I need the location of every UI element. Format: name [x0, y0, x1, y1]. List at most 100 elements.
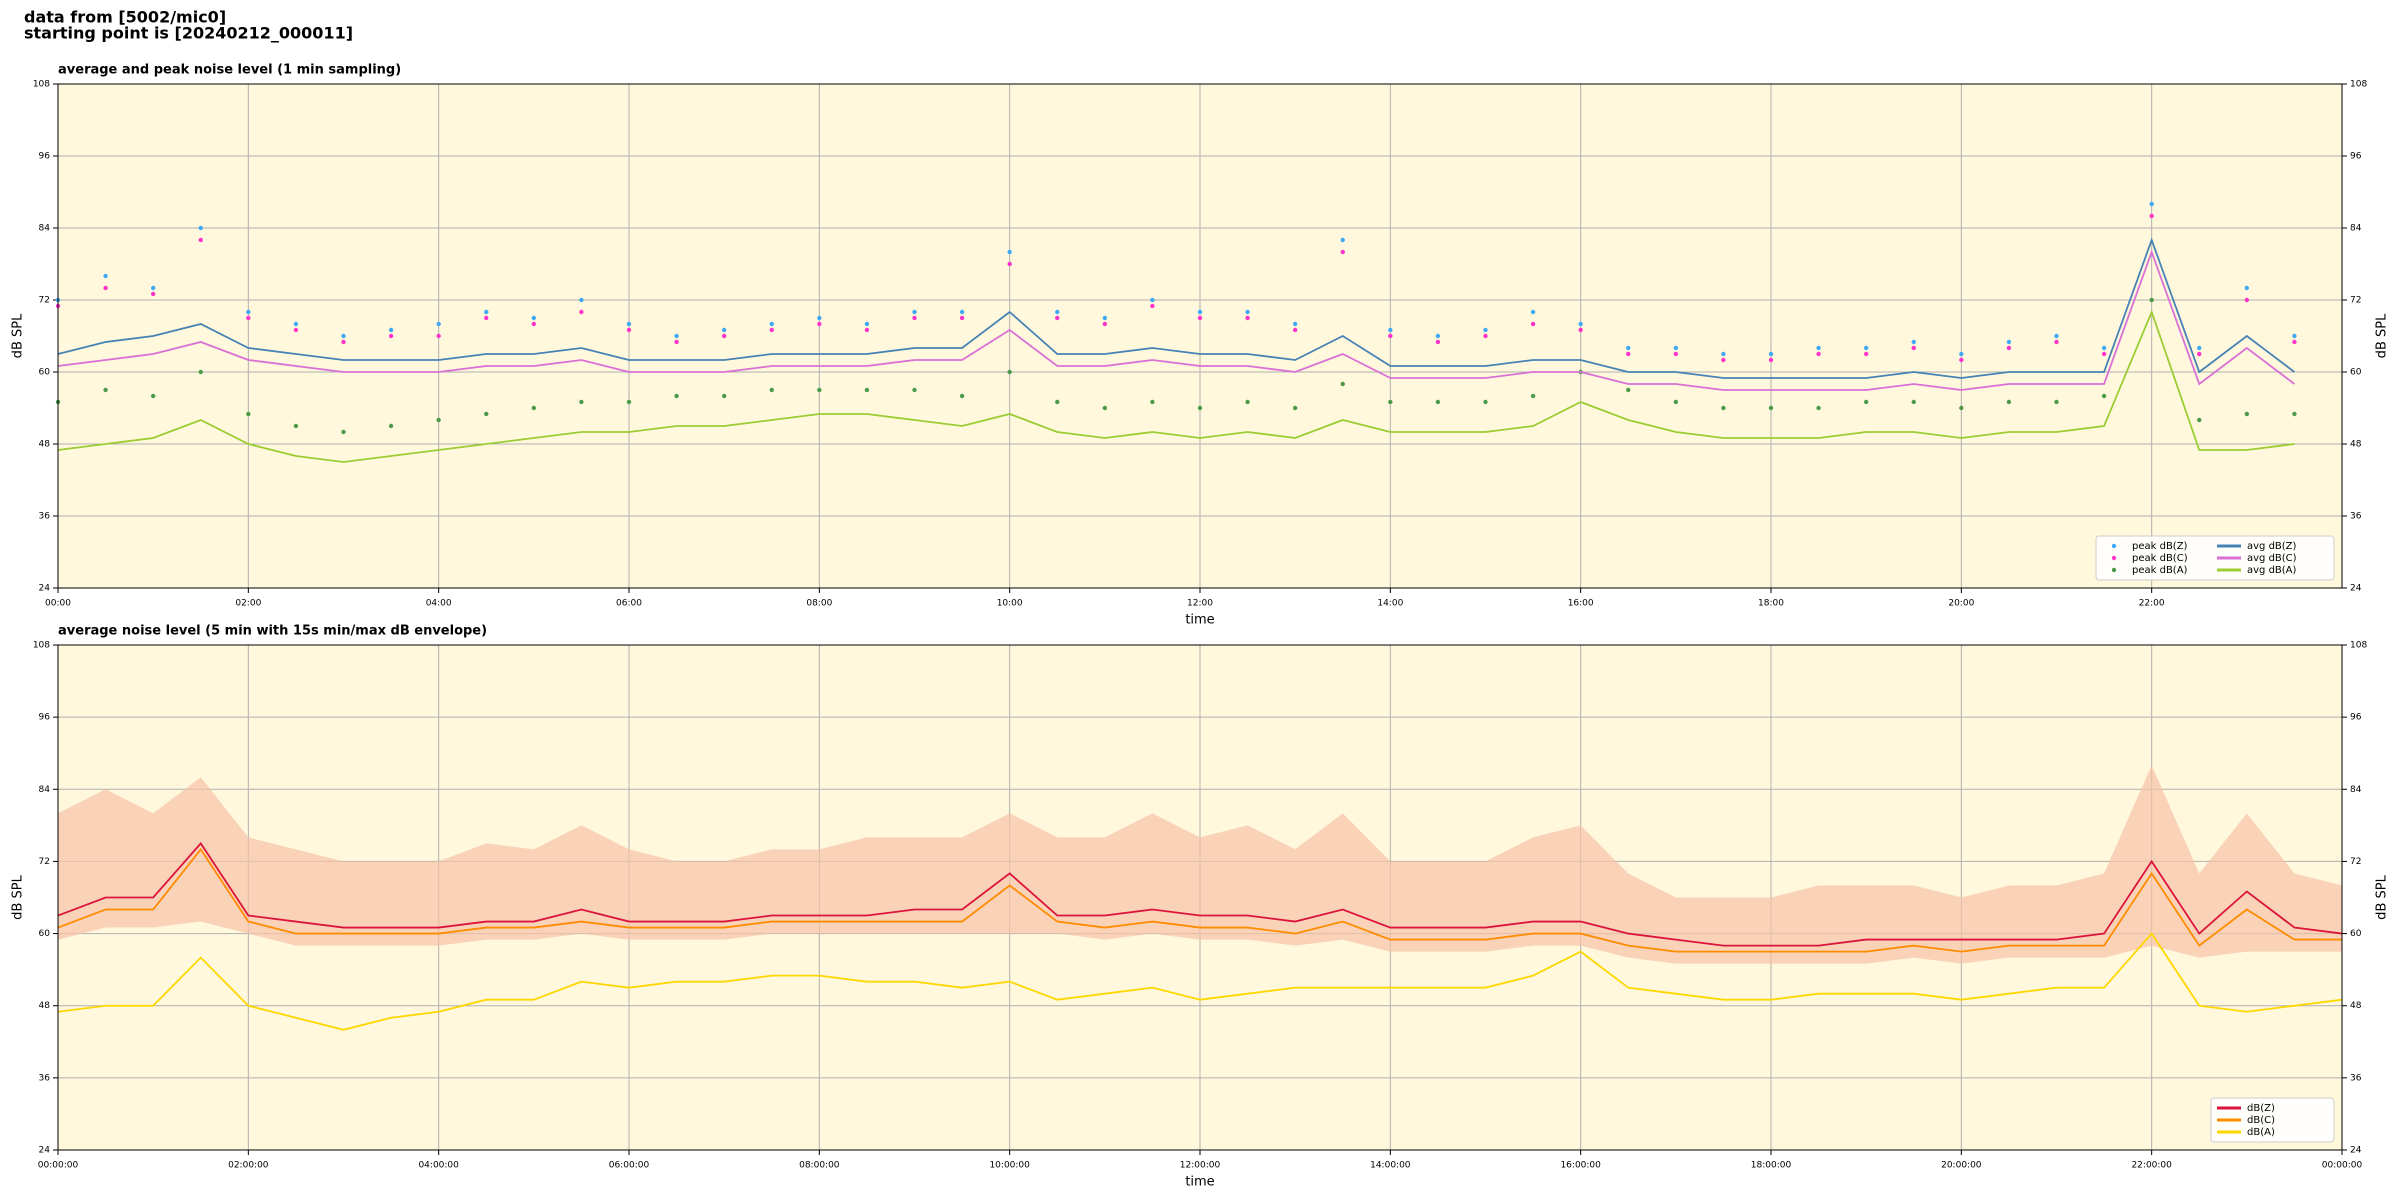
peak-point: [2197, 417, 2202, 423]
peak-point: [674, 333, 679, 339]
y-axis-label: dB SPL: [11, 313, 26, 358]
peak-point: [1959, 405, 1964, 411]
peak-point: [1863, 351, 1869, 357]
legend-label: peak dB(Z): [2132, 541, 2188, 552]
x-tick-label: 06:00:00: [609, 1161, 650, 1171]
peak-point: [1292, 327, 1298, 333]
y2-tick-label: 36: [2350, 512, 2362, 522]
plot-frame: [57, 83, 2343, 589]
peak-point: [1530, 393, 1536, 399]
peak-point: [769, 327, 774, 333]
legend-label: avg dB(A): [2247, 565, 2297, 576]
peak-point: [341, 429, 346, 435]
y-tick-label: 48: [39, 440, 51, 450]
peak-point: [912, 387, 917, 393]
peak-point: [1245, 309, 1250, 315]
peak-point: [341, 333, 346, 339]
peak-point: [1150, 399, 1155, 405]
peak-point: [1673, 345, 1679, 351]
peak-point: [1768, 405, 1774, 411]
peak-point: [2101, 351, 2107, 357]
peak-point: [103, 387, 108, 393]
y2-tick-label: 84: [2350, 785, 2362, 795]
peak-point: [579, 309, 584, 315]
legend-marker: [2111, 567, 2117, 573]
peak-point: [1959, 351, 1964, 357]
peak-point: [1673, 399, 1679, 405]
peak-point: [1102, 315, 1108, 321]
peak-point: [2054, 399, 2059, 405]
peak-point: [1673, 351, 1679, 357]
peak-point: [531, 315, 537, 321]
legend-label: avg dB(C): [2247, 553, 2297, 564]
peak-point: [2149, 297, 2154, 303]
header-line: data from [5002/mic0]: [24, 8, 226, 27]
peak-point: [531, 321, 537, 327]
peak-point: [1483, 399, 1488, 405]
peak-point: [1816, 405, 1821, 411]
peak-point: [626, 321, 632, 327]
x-axis-label: time: [1185, 613, 1214, 628]
peak-point: [388, 327, 394, 333]
peak-point: [2197, 345, 2202, 351]
peak-point: [246, 309, 251, 315]
peak-point: [1911, 339, 1916, 345]
x-tick-label: 22:00: [2139, 599, 2165, 609]
peak-point: [1055, 399, 1060, 405]
peak-point: [721, 393, 727, 399]
x-tick-label: 16:00: [1568, 599, 1594, 609]
chart-title: average and peak noise level (1 min samp…: [58, 63, 401, 78]
peak-point: [912, 315, 917, 321]
peak-point: [293, 327, 299, 333]
x-tick-label: 08:00: [806, 599, 832, 609]
y2-axis-label: dB SPL: [2375, 313, 2390, 358]
peak-point: [2006, 339, 2012, 345]
x-tick-label: 10:00:00: [989, 1161, 1030, 1171]
y2-tick-label: 60: [2350, 368, 2362, 378]
legend-box: [2095, 535, 2335, 581]
peak-point: [1959, 357, 1964, 363]
x-tick-label: 04:00:00: [418, 1161, 459, 1171]
envelope-area: [58, 765, 2342, 964]
peak-point: [1626, 345, 1631, 351]
peak-point: [959, 315, 965, 321]
peak-point: [1388, 399, 1393, 405]
peak-point: [1768, 357, 1774, 363]
peak-point: [246, 315, 251, 321]
peak-point: [1197, 309, 1203, 315]
peak-point: [436, 417, 441, 423]
y-axis-label: dB SPL: [11, 874, 26, 919]
y-tick-label: 72: [39, 857, 50, 867]
peak-point: [103, 273, 108, 279]
peak-point: [769, 387, 774, 393]
peak-point: [1388, 327, 1393, 333]
peak-point: [1388, 333, 1393, 339]
peak-point: [1340, 249, 1345, 255]
peak-point: [1055, 315, 1060, 321]
peak-point: [341, 339, 346, 345]
x-tick-label: 12:00:00: [1180, 1161, 1221, 1171]
series-line: [57, 249, 2295, 391]
peak-point: [198, 369, 203, 375]
peak-point: [1292, 405, 1298, 411]
x-tick-label: 00:00: [45, 599, 71, 609]
y2-tick-label: 36: [2350, 1073, 2362, 1083]
y2-axis-label: dB SPL: [2375, 874, 2390, 919]
peak-point: [1530, 309, 1536, 315]
peak-point: [1102, 321, 1108, 327]
y-tick-label: 60: [39, 929, 51, 939]
peak-point: [1055, 309, 1060, 315]
chart-title: average noise level (5 min with 15s min/…: [58, 624, 487, 639]
y-tick-label: 108: [33, 641, 50, 651]
peak-point: [293, 423, 299, 429]
peak-point: [721, 327, 727, 333]
y2-tick-label: 72: [2350, 296, 2361, 306]
y-tick-label: 96: [39, 152, 51, 162]
x-tick-label: 20:00: [1948, 599, 1974, 609]
series-line: [57, 309, 2295, 463]
peak-point: [1816, 345, 1821, 351]
legend-label: dB(C): [2247, 1115, 2275, 1126]
peak-point: [817, 315, 822, 321]
y2-tick-label: 24: [2350, 584, 2362, 594]
